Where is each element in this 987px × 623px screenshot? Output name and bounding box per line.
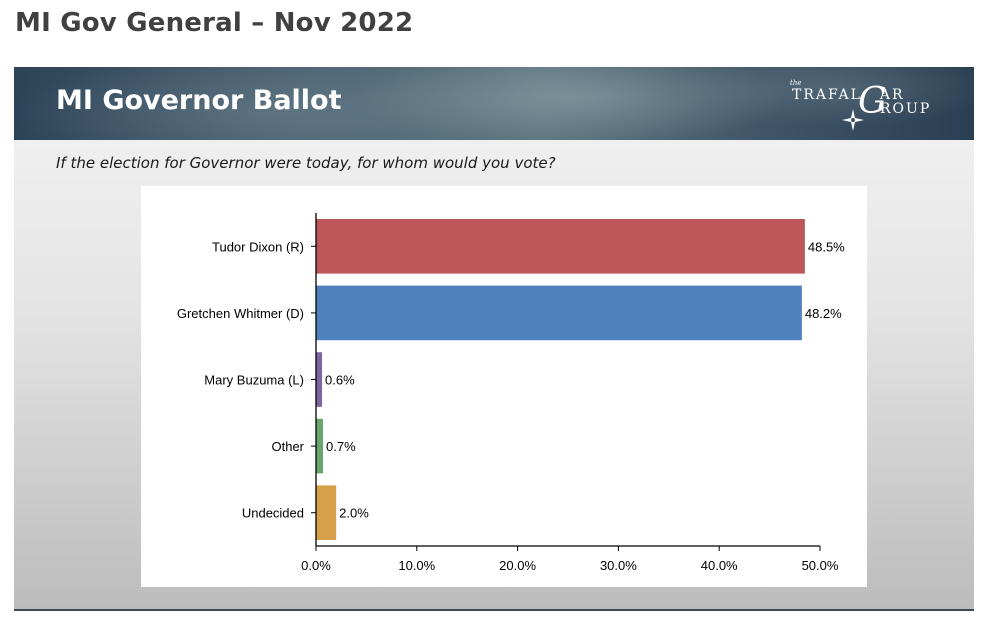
logo-text-line2: ROUP	[880, 101, 932, 117]
bar-value-label: 2.0%	[339, 506, 369, 521]
bar-value-label: 0.6%	[325, 373, 355, 388]
compass-rose-icon	[842, 109, 864, 131]
bar	[316, 285, 802, 341]
bar	[316, 485, 337, 541]
survey-question: If the election for Governor were today,…	[56, 154, 556, 172]
logo-monogram: G	[858, 81, 887, 122]
slide-banner: MI Governor Ballot the TRAFAL AR G ROUP	[14, 67, 974, 140]
category-label: Tudor Dixon (R)	[212, 239, 304, 254]
slide: MI Governor Ballot the TRAFAL AR G ROUP I…	[14, 67, 974, 611]
x-tick-label: 30.0%	[600, 558, 637, 573]
trafalgar-group-logo: the TRAFAL AR G ROUP	[786, 79, 946, 131]
category-label: Mary Buzuma (L)	[204, 373, 304, 388]
chart-panel: 48.5% 48.2% 0.6% 0.7% 2.0% Tudor Dixon (R) Gr…	[141, 186, 867, 587]
bar-value-label: 0.7%	[326, 439, 356, 454]
bar-chart: 48.5% 48.2% 0.6% 0.7% 2.0% Tudor Dixon (R) Gr…	[177, 213, 845, 573]
x-tick-label: 20.0%	[499, 558, 536, 573]
logo-text-line1: TRAFAL AR	[792, 87, 905, 103]
category-label: Undecided	[242, 506, 304, 521]
category-label: Gretchen Whitmer (D)	[177, 306, 304, 321]
x-tick-label: 10.0%	[398, 558, 435, 573]
page-title: MI Gov General – Nov 2022	[15, 8, 414, 38]
x-tick-label: 40.0%	[701, 558, 738, 573]
slide-title: MI Governor Ballot	[56, 85, 342, 116]
logo-the: the	[790, 79, 802, 87]
category-label: Other	[271, 439, 304, 454]
x-tick-label: 0.0%	[301, 558, 331, 573]
bar-value-label: 48.5%	[808, 239, 845, 254]
bar	[316, 218, 805, 274]
bar-value-label: 48.2%	[805, 306, 842, 321]
bar	[316, 352, 323, 407]
bar	[316, 418, 324, 474]
x-tick-label: 50.0%	[802, 558, 839, 573]
